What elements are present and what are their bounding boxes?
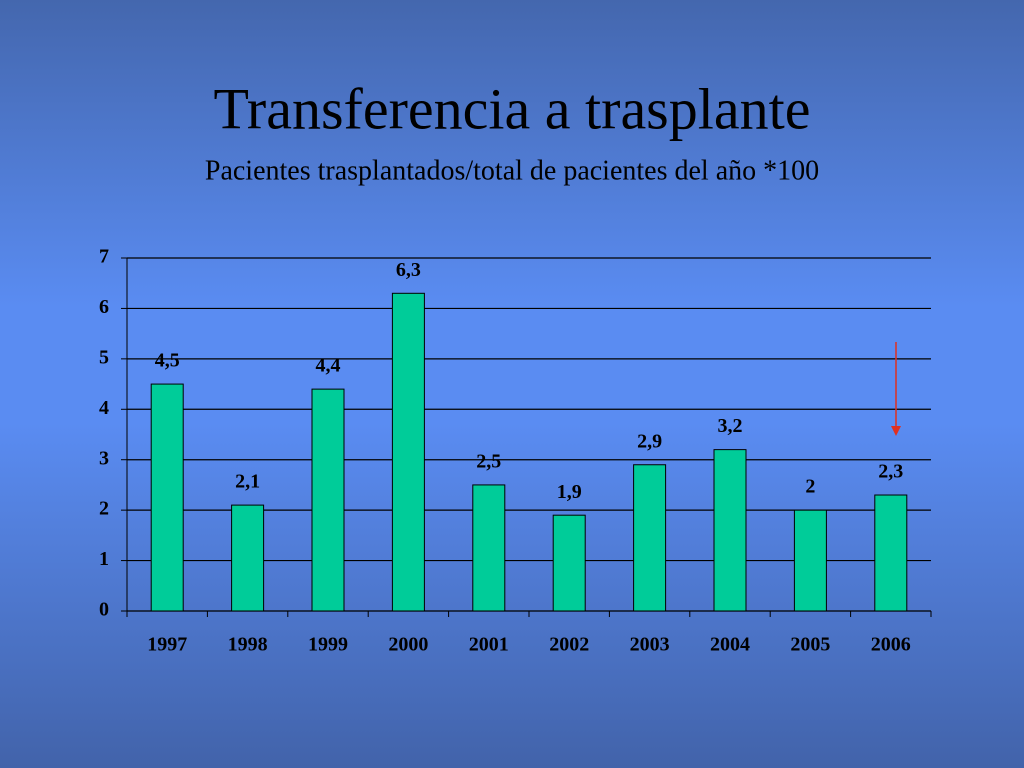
value-label: 1,9 <box>557 481 582 503</box>
y-tick-label: 4 <box>99 397 109 419</box>
x-tick-label: 2001 <box>469 634 509 656</box>
value-label: 3,2 <box>718 415 743 437</box>
bar <box>391 292 425 612</box>
value-label: 4,5 <box>155 350 180 372</box>
x-tick-label: 2003 <box>630 634 670 656</box>
bar <box>874 494 908 612</box>
value-label: 6,3 <box>396 259 421 281</box>
x-tick-label: 2000 <box>388 634 428 656</box>
y-tick-label: 2 <box>99 498 109 520</box>
y-tick-label: 5 <box>99 346 109 368</box>
value-label: 2,5 <box>476 451 501 473</box>
value-label: 4,4 <box>316 355 341 377</box>
x-tick-label: 1999 <box>308 634 348 656</box>
y-tick-label: 6 <box>99 296 109 318</box>
bar <box>633 464 667 612</box>
chart-title: Transferencia a trasplante <box>214 76 811 141</box>
value-label: 2,3 <box>878 461 903 483</box>
x-tick-label: 1997 <box>147 634 187 656</box>
x-tick-label: 2005 <box>790 634 830 656</box>
bar <box>793 509 827 612</box>
y-tick-label: 0 <box>99 599 109 621</box>
bar <box>472 484 506 612</box>
y-tick-label: 3 <box>99 447 109 469</box>
x-tick-label: 2002 <box>549 634 589 656</box>
bar <box>552 514 586 612</box>
y-tick-label: 1 <box>99 548 109 570</box>
arrow-head <box>891 426 901 436</box>
value-label: 2,9 <box>637 430 662 452</box>
x-tick-label: 1998 <box>228 634 268 656</box>
x-tick-label: 2004 <box>710 634 750 656</box>
y-tick-label: 7 <box>99 246 109 268</box>
bar <box>150 383 184 612</box>
bar <box>713 449 747 612</box>
plot: 0 1 2 3 4 5 6 7 1997 4,5 1998 2,1 1999 4,4 2000 6,3 2001… <box>99 246 932 656</box>
value-label: 2 <box>805 476 815 498</box>
chart-subtitle: Pacientes trasplantados/total de pacient… <box>205 155 819 186</box>
value-label: 2,1 <box>235 471 260 493</box>
bar <box>311 388 345 612</box>
x-tick-label: 2006 <box>871 634 911 656</box>
bar <box>231 504 265 612</box>
